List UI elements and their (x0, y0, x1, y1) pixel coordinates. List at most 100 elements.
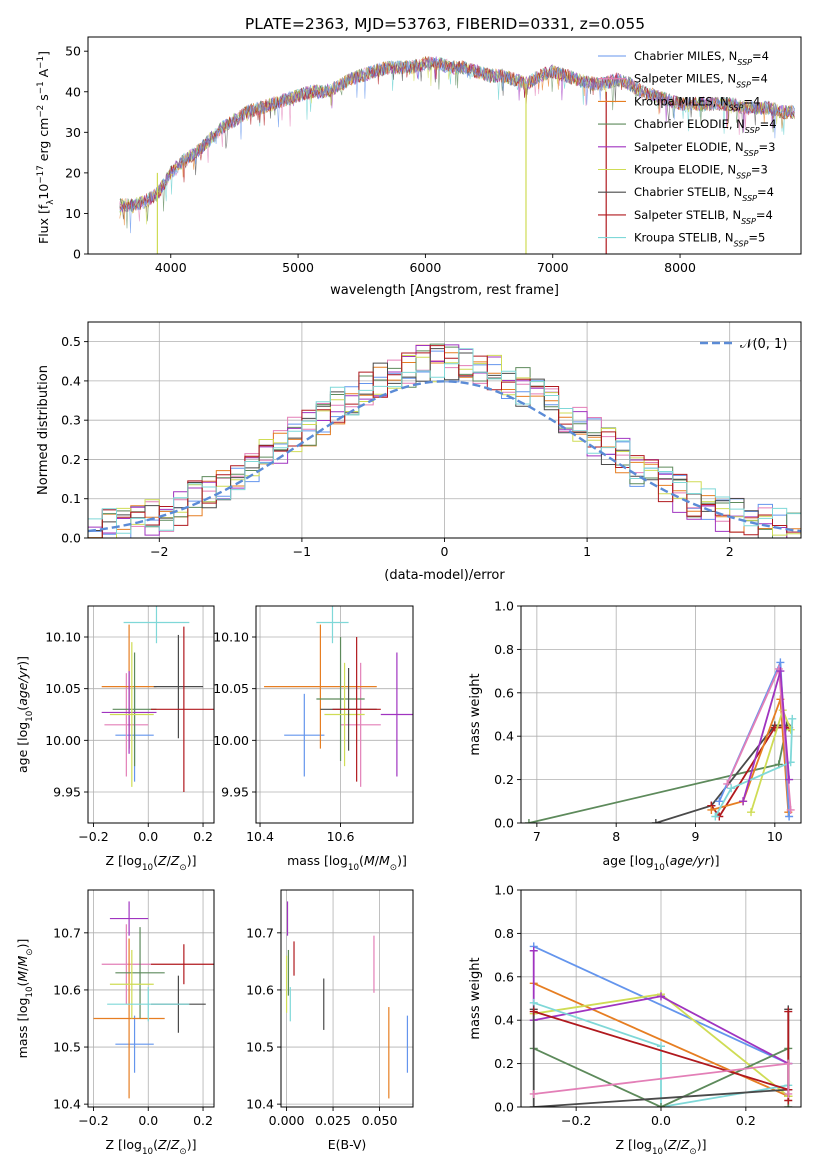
axes-frame (87, 889, 215, 1108)
y-tick-label: 10.4 (53, 1097, 81, 1112)
label-part: Kroupa MILES, N (634, 94, 729, 108)
panel-spectrum: 4000 5000 6000 7000 8000 0 10 20 30 40 50 wavelengt… (36, 36, 802, 298)
label-part: erg cm (36, 118, 51, 166)
label-part: 10 (142, 863, 153, 873)
y-tick-label: 10.05 (45, 681, 81, 696)
x-tick-label: 8 (612, 829, 620, 844)
label-part: =3 (751, 163, 768, 177)
histogram-line (88, 348, 801, 538)
label-part: ( (15, 982, 30, 987)
x-tick-label: −0.2 (78, 1113, 108, 1128)
weight-marker (529, 1007, 538, 1016)
legend-entry: Salpeter MILES, NSSP=4 (634, 72, 768, 90)
weight-line (714, 718, 794, 817)
x-tick-label: −0.2 (78, 829, 108, 844)
label-part: / (167, 1137, 172, 1152)
plot-area (524, 658, 797, 823)
label-part: 10 (652, 1147, 663, 1157)
label-part: =4 (752, 49, 769, 63)
plot-area (101, 606, 214, 792)
label-part: A (36, 68, 51, 81)
axes-frame (280, 889, 414, 1108)
label-part: Z [log (106, 853, 142, 868)
weight-line (711, 698, 790, 813)
label-part: Salpeter ELODIE, N (634, 140, 744, 154)
y-axis-label: mass weight (468, 957, 483, 1039)
y-tick-label: 0.0 (61, 531, 81, 546)
legend-entry: Salpeter STELIB, NSSP=4 (634, 208, 773, 226)
legend-entry: 𝒩(0, 1) (740, 337, 787, 352)
label-part: Z (680, 1137, 690, 1152)
x-tick-label: 5000 (282, 260, 314, 275)
y-axis-label: mass weight (468, 673, 483, 755)
y-tick-label: 10.7 (246, 925, 274, 940)
panel-mass-ebv: 0.000 0.025 0.050 10.4 10.5 10.6 10.7 E(B-V) (246, 889, 414, 1152)
y-tick-label: 10.5 (246, 1040, 274, 1055)
label-part: s (36, 94, 51, 105)
label-part: =5 (748, 231, 765, 245)
y-tick-label: 10.10 (213, 630, 249, 645)
x-axis-label: Z [log10(Z/Z⊙)] (616, 1137, 707, 1157)
weight-marker (727, 784, 736, 793)
weight-marker (785, 812, 794, 821)
x-tick-label: 10 (767, 829, 783, 844)
plot-area (264, 606, 413, 787)
x-tick-label: 0.2 (736, 1113, 756, 1128)
label-part: M (379, 853, 390, 868)
weight-line (532, 950, 789, 1065)
label-part: ( (15, 706, 30, 711)
y-tick-label: 10.00 (213, 733, 249, 748)
label-part: ( (359, 853, 364, 868)
label-part: 10 (25, 711, 35, 722)
x-tick-label: 4000 (155, 260, 187, 275)
x-axis-label: age [log10(age/yr)] (602, 853, 719, 873)
label-part: ( (663, 1137, 668, 1152)
legend: 𝒩(0, 1) (700, 337, 787, 352)
label-part: M (15, 971, 30, 982)
legend-entry: Chabrier ELODIE, NSSP=4 (634, 117, 777, 135)
x-tick-label: 2 (726, 544, 734, 559)
label-part: ] (36, 51, 51, 56)
label-part: ⊙ (390, 863, 397, 873)
label-part: 10 (348, 863, 359, 873)
weight-marker (786, 725, 795, 734)
weight-marker (785, 775, 794, 784)
x-tick-label: 0.050 (362, 1113, 398, 1128)
label-part: 10 (25, 986, 35, 997)
x-tick-label: 0.0 (138, 1113, 158, 1128)
label-part: Kroupa STELIB, N (634, 231, 734, 245)
x-tick-label: −2 (150, 544, 168, 559)
x-tick-label: 0.2 (193, 1113, 213, 1128)
weight-marker (776, 667, 785, 676)
y-tick-label: 0.3 (61, 413, 81, 428)
label-part: )] (187, 853, 197, 868)
x-axis-label: mass [log10(M/M⊙)] (287, 853, 407, 873)
label-part: SSP (742, 194, 757, 203)
x-tick-label: 0.0 (138, 829, 158, 844)
y-tick-label: 0.6 (494, 685, 514, 700)
label-part: SSP (737, 58, 752, 67)
y-tick-label: 0.2 (494, 772, 514, 787)
label-part: =4 (756, 208, 773, 222)
label-part: M (15, 956, 30, 967)
label-part: ⊙ (689, 1147, 696, 1157)
x-tick-label: 1 (583, 544, 591, 559)
weight-line (533, 1010, 790, 1101)
x-tick-label: 7 (533, 829, 541, 844)
label-part: −17 (36, 165, 46, 183)
label-part: −1 (36, 56, 46, 69)
y-tick-label: 10.10 (45, 630, 81, 645)
y-tick-label: 40 (65, 84, 81, 99)
label-part: SSP (745, 126, 760, 135)
label-part: mass [log (287, 853, 348, 868)
y-tick-label: 10 (65, 206, 81, 221)
label-part: / (15, 966, 30, 971)
label-part: SSP (736, 80, 751, 89)
y-axis-label: Normed distribution (36, 365, 51, 495)
spectrum-line (119, 56, 795, 234)
x-tick-label: 10.6 (327, 829, 355, 844)
plot-area (119, 55, 795, 254)
label-part: Salpeter STELIB, N (634, 208, 741, 222)
legend-entry: Kroupa STELIB, NSSP=5 (634, 231, 765, 249)
label-part: =3 (758, 140, 775, 154)
